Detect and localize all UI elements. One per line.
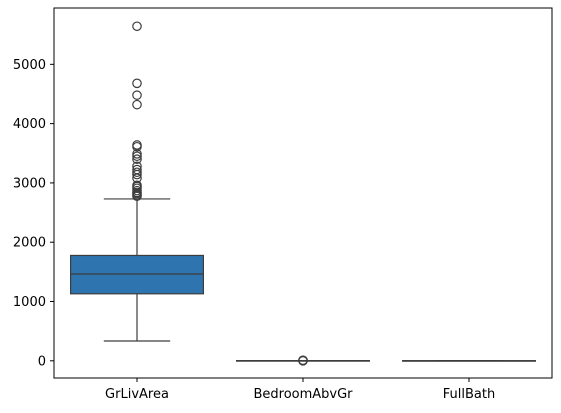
- outlier-point: [132, 180, 142, 191]
- y-tick-label: 2000: [13, 236, 46, 251]
- outlier-point: [132, 78, 142, 89]
- box-group-BedroomAbvGr: [236, 355, 371, 366]
- y-tick-label: 1000: [13, 295, 46, 310]
- x-axis: GrLivArea BedroomAbvGr FullBath: [105, 378, 495, 402]
- outlier-point: [132, 99, 142, 110]
- y-tick-label: 4000: [13, 117, 46, 132]
- outlier-point: [132, 151, 142, 162]
- y-tick-label: 5000: [13, 58, 46, 73]
- outlier-point: [132, 90, 142, 100]
- plot-area: [69, 21, 537, 366]
- y-axis: 0 1000 2000 3000 4000 5000: [13, 58, 54, 369]
- outlier-point: [298, 355, 308, 366]
- outlier-point: [132, 21, 142, 32]
- outlier-point: [132, 164, 142, 175]
- box-group-FullBath: [402, 360, 537, 362]
- box-group-GrLivArea: [69, 21, 205, 342]
- outlier-point: [132, 167, 142, 178]
- outlier-point: [132, 154, 142, 165]
- y-tick-label: 0: [38, 354, 46, 369]
- x-tick-label: FullBath: [443, 387, 495, 402]
- x-tick-label: BedroomAbvGr: [253, 387, 353, 402]
- y-tick-label: 3000: [13, 176, 46, 191]
- box-iqr: [69, 254, 205, 295]
- outlier-point: [132, 140, 142, 150]
- outlier-point: [132, 185, 142, 196]
- outlier-point: [132, 161, 142, 172]
- x-tick-label: GrLivArea: [105, 387, 169, 402]
